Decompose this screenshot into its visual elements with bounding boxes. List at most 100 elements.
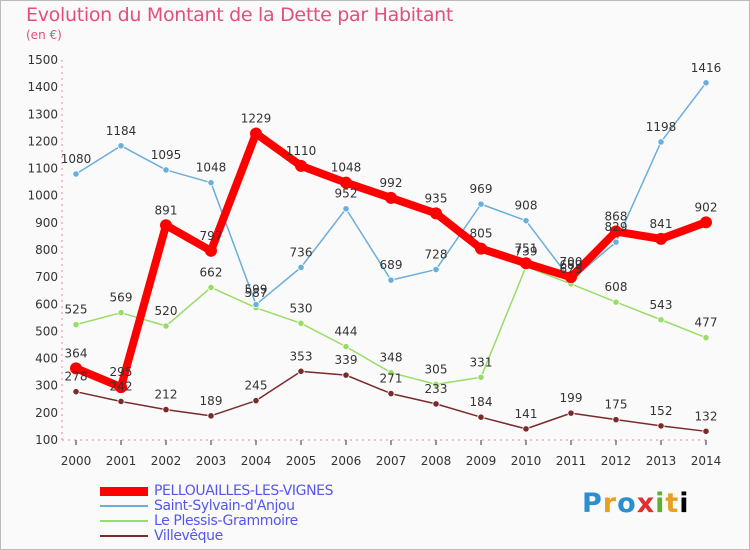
data-label: 184 [470,395,493,409]
data-label: 1416 [691,61,722,75]
data-point [72,321,80,329]
y-tick-label: 1300 [27,107,58,121]
data-point [657,316,665,324]
y-tick-label: 200 [35,406,58,420]
data-label: 1198 [646,120,677,134]
data-label: 245 [245,379,268,393]
data-point [430,207,442,220]
data-label: 1048 [331,161,362,175]
data-label: 1080 [61,152,92,166]
data-label: 728 [425,248,448,262]
data-label: 364 [65,346,88,360]
data-label: 132 [695,409,718,423]
logo-letter-o: o [617,488,637,519]
data-point [387,389,395,398]
data-point [567,409,575,417]
data-label: 969 [470,182,493,196]
logo-letter-i: i [655,488,666,519]
legend-swatch [100,505,148,507]
data-label: 829 [605,220,628,234]
legend-label: Le Plessis-Grammoire [154,513,298,529]
x-tick-label: 2007 [376,454,407,468]
y-tick-label: 800 [35,243,58,257]
data-point [117,397,125,406]
x-tick-label: 2008 [421,454,452,468]
x-tick-label: 2004 [241,454,272,468]
data-point [162,322,170,330]
legend-swatch [100,520,148,522]
data-point [70,362,82,375]
data-label: 797 [200,229,223,243]
data-point [207,283,215,292]
y-tick-label: 600 [35,297,58,311]
data-point [612,298,620,306]
data-point [432,400,440,408]
data-point [162,405,170,414]
data-label: 353 [290,349,313,363]
data-label: 477 [695,316,718,330]
data-point [342,343,350,351]
data-label: 675 [560,262,583,276]
data-label: 739 [515,245,538,259]
data-point [610,225,622,238]
data-point [117,309,125,317]
data-point [702,79,710,87]
y-tick-label: 1000 [27,189,58,203]
data-label: 902 [695,200,718,214]
data-label: 305 [425,362,448,376]
data-label: 525 [65,303,88,317]
data-label: 751 [515,241,538,255]
data-point [520,257,532,270]
data-point [612,416,620,424]
data-label: 543 [650,298,673,312]
data-label: 841 [650,217,673,231]
y-tick-label: 1100 [27,162,58,176]
data-label: 233 [425,382,448,396]
line-chart: 1002003004005006007008009001000110012001… [27,53,722,468]
data-point [522,425,530,433]
data-point [387,369,395,377]
chart-title: Evolution du Montant de la Dette par Hab… [26,4,454,26]
legend: PELLOUAILLES-LES-VIGNES Saint-Sylvain-d'A… [100,484,400,544]
data-point [475,242,487,255]
data-point [700,216,712,229]
data-point [432,265,440,274]
data-point [387,276,395,284]
data-point [477,413,485,421]
data-point [385,191,397,204]
data-label: 175 [605,398,628,412]
y-tick-label: 900 [35,216,58,230]
legend-swatch [100,486,148,496]
data-label: 662 [200,265,223,279]
data-point [342,371,350,379]
x-tick-label: 2002 [151,454,182,468]
y-tick-label: 1400 [27,80,58,94]
data-point [340,176,352,189]
y-tick-label: 700 [35,270,58,284]
data-label: 1110 [286,144,317,158]
data-label: 891 [155,203,178,217]
x-tick-label: 2001 [106,454,137,468]
data-label: 952 [335,187,358,201]
legend-label: Villevêque [154,528,223,544]
data-label: 569 [110,291,133,305]
data-label: 587 [245,286,268,300]
data-point [295,159,307,172]
data-label: 868 [605,210,628,224]
data-point [207,412,215,420]
data-point [657,422,665,430]
data-point [72,388,80,396]
data-label: 199 [560,391,583,405]
data-point [252,397,260,405]
data-point [657,138,665,146]
data-point [160,219,172,232]
data-label: 1229 [241,112,272,126]
legend-swatch [100,535,148,537]
data-label: 189 [200,394,223,408]
y-tick-label: 300 [35,379,58,393]
data-label: 530 [290,301,313,315]
data-label: 152 [650,404,673,418]
legend-item: Villevêque [100,529,400,544]
data-point [207,179,215,187]
x-tick-label: 2013 [646,454,677,468]
